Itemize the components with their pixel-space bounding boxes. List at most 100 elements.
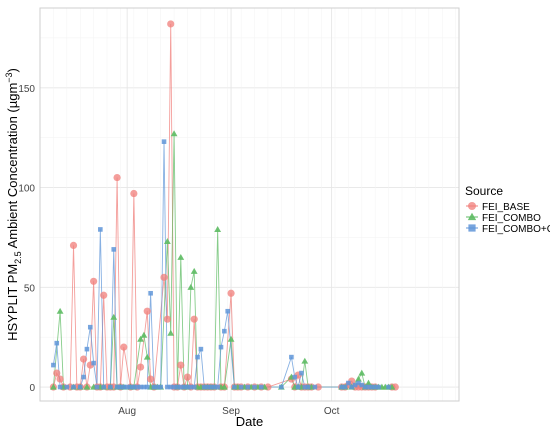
series-fei-base-point	[113, 173, 121, 182]
series-fei-combo-cc-point	[128, 384, 133, 390]
series-fei-combo-cc-point	[91, 360, 96, 366]
series-fei-combo-cc-point	[191, 384, 197, 390]
series-fei-combo-cc-point	[171, 384, 177, 390]
series-fei-combo-cc-point	[215, 384, 220, 390]
series-fei-combo-cc-point	[372, 384, 378, 390]
y-axis-title: HSYPLIT PM2.5 Ambient Concentration (µgm…	[4, 68, 23, 341]
series-fei-combo-cc-point	[195, 354, 200, 360]
series-fei-combo-cc-point	[198, 346, 204, 352]
series-fei-combo-cc-point	[258, 384, 264, 390]
series-fei-combo-cc-point	[161, 139, 167, 144]
series-fei-combo-point	[214, 226, 222, 232]
series-fei-combo-point	[163, 238, 171, 244]
series-fei-combo-cc-point	[356, 380, 361, 386]
series-fei-combo-cc-point	[342, 384, 348, 390]
series-fei-combo-cc-point	[212, 384, 217, 390]
series-fei-combo-point	[358, 369, 366, 376]
series-fei-combo-cc-point	[175, 384, 180, 390]
x-tick-label: Aug	[118, 406, 136, 417]
series-fei-combo-cc-point	[352, 382, 358, 388]
series-fei-combo-point	[110, 313, 118, 320]
series-fei-combo-point	[187, 283, 195, 290]
series-fei-base-point	[177, 361, 185, 369]
series-fei-base-point	[130, 189, 138, 198]
series-points	[49, 20, 399, 391]
series-fei-combo-cc-point	[148, 290, 153, 296]
series-fei-combo-cc-point	[232, 384, 237, 390]
series-fei-combo-point	[167, 329, 175, 336]
series-fei-combo-point	[365, 379, 372, 386]
series-fei-combo-cc-point	[225, 308, 231, 314]
series-fei-combo-cc-point	[131, 384, 137, 390]
series-fei-combo-cc-point	[299, 370, 304, 376]
series-fei-combo-cc-point	[279, 384, 284, 390]
legend-key-marker	[467, 212, 477, 221]
series-fei-combo-cc-point	[339, 384, 344, 390]
series-fei-combo-cc-point	[218, 344, 224, 350]
series-fei-combo-cc-point	[181, 384, 187, 390]
legend-label: FEI_COMBO	[482, 213, 541, 224]
series-fei-combo-point	[56, 307, 64, 314]
series-fei-base-point	[227, 289, 235, 297]
series-fei-base-point	[183, 373, 192, 381]
series-fei-combo-cc-point	[121, 384, 127, 390]
series-fei-combo-point	[177, 253, 185, 260]
series-fei-base-point	[136, 363, 145, 371]
series-fei-combo-cc-point	[81, 374, 86, 380]
series-fei-combo-cc-point	[295, 384, 301, 390]
series-fei-base-point	[167, 20, 175, 28]
series-fei-combo-cc-point	[71, 384, 76, 390]
series-fei-combo-point	[140, 331, 148, 338]
series-fei-combo-point	[50, 383, 57, 390]
series-fei-combo-point	[355, 375, 362, 382]
series-fei-combo-cc-point	[108, 384, 113, 390]
series-fei-combo-cc-point	[138, 384, 143, 390]
series-fei-combo-cc-point	[158, 384, 163, 390]
series-fei-combo-cc-point	[369, 384, 375, 390]
series-fei-combo-cc-point	[386, 384, 391, 390]
series-fei-base-point	[147, 375, 155, 383]
series-fei-base-point	[79, 355, 88, 363]
series-fei-combo-cc-point	[165, 384, 170, 390]
series-fei-combo-cc-point	[312, 384, 318, 390]
series-fei-combo-cc-point	[238, 384, 244, 390]
series-fei-combo-point	[190, 267, 198, 274]
series-fei-combo-cc-point	[77, 384, 83, 390]
legend-label: FEI_BASE	[482, 202, 530, 213]
series-fei-base-point	[100, 291, 108, 299]
series-fei-base-point	[69, 241, 78, 249]
series-fei-combo-cc-point	[205, 384, 210, 390]
series-fei-combo-point	[137, 335, 144, 342]
legend-key-marker	[468, 224, 476, 232]
legend-key-marker	[468, 202, 476, 210]
x-tick-label: Sep	[222, 406, 240, 417]
series-fei-combo-cc-point	[114, 384, 120, 390]
series-fei-combo-cc-point	[134, 384, 140, 390]
series-fei-combo-cc-point	[292, 374, 298, 380]
series-fei-base-point	[163, 315, 171, 323]
legend-label: FEI_COMBO+CC	[482, 224, 550, 235]
series-fei-base-point	[120, 343, 128, 351]
series-fei-combo-point	[301, 357, 309, 364]
series-fei-combo-cc-point	[111, 247, 117, 252]
series-fei-combo-cc-point	[188, 384, 194, 390]
series-fei-combo-cc-point	[222, 328, 227, 334]
series-fei-combo-cc-point	[302, 384, 308, 390]
series-fei-combo-cc-point	[144, 384, 150, 390]
series-fei-combo-point	[227, 335, 235, 342]
series-fei-combo-cc-point	[124, 384, 130, 390]
series-fei-combo-cc-point	[362, 384, 368, 390]
series-fei-combo-cc-point	[346, 380, 351, 386]
legend-item: FEI_COMBO	[466, 212, 541, 224]
series-fei-base-point	[190, 315, 198, 323]
series-fei-combo-cc-point	[155, 384, 160, 390]
series-fei-combo-cc-point	[376, 384, 381, 390]
series-fei-combo-cc-point	[98, 227, 103, 232]
series-fei-combo-point	[83, 383, 91, 390]
series-fei-combo-point	[170, 130, 178, 137]
series-fei-combo-cc-point	[349, 384, 355, 390]
